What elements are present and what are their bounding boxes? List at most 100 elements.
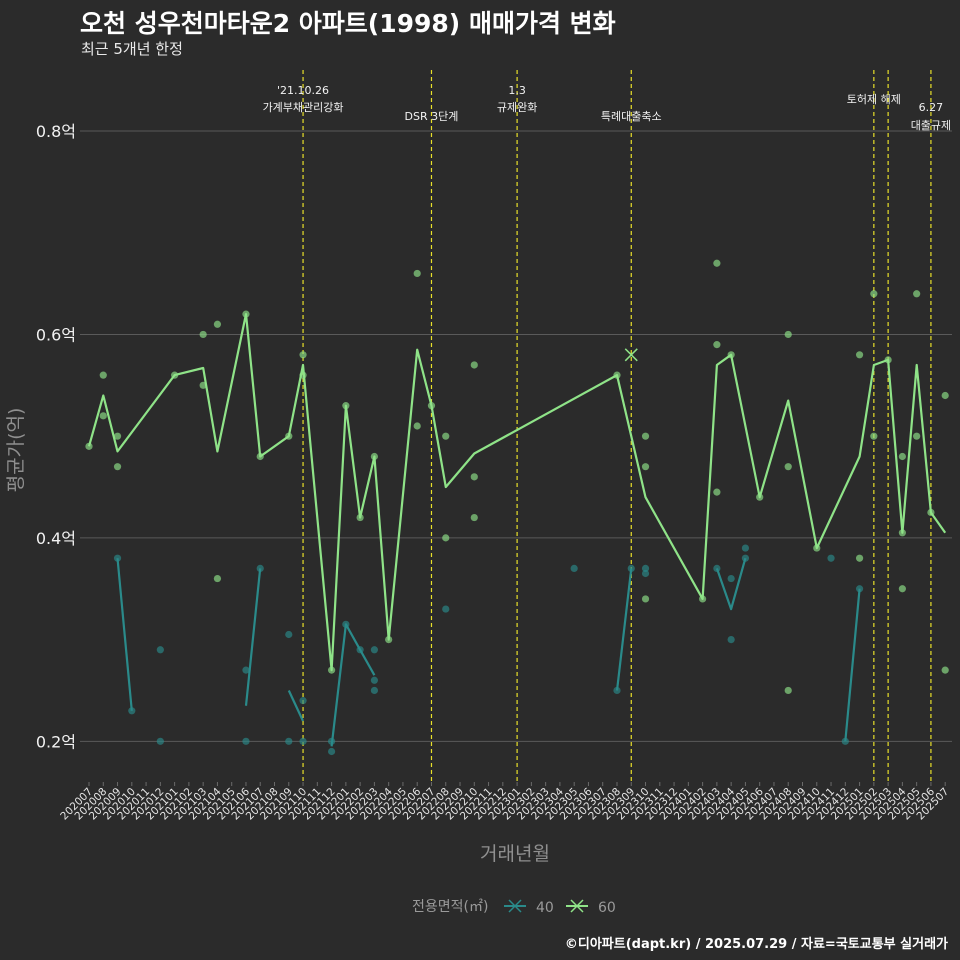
- data-point-60: [613, 371, 621, 379]
- data-point-60: [470, 361, 478, 369]
- data-point-60: [99, 412, 107, 420]
- chart-subtitle: 최근 5개년 한정: [81, 40, 183, 58]
- data-point-60: [913, 290, 921, 298]
- data-point-60: [199, 330, 207, 339]
- data-point-40: [741, 554, 750, 562]
- data-point-40: [727, 574, 735, 583]
- legend-marker-40: [508, 899, 522, 913]
- data-point-40: [299, 737, 307, 745]
- data-point-40: [841, 737, 849, 745]
- event-label: 1.3: [508, 84, 526, 97]
- y-axis-title: 평균가(억): [5, 408, 27, 493]
- data-point-40: [285, 737, 293, 745]
- data-point-60: [199, 381, 207, 389]
- data-point-60: [855, 351, 864, 359]
- legend-label-40: 40: [536, 900, 554, 916]
- data-point-60: [370, 452, 378, 461]
- data-point-40: [242, 737, 250, 745]
- event-label: 규제완화: [497, 101, 537, 114]
- data-point-40: [299, 697, 307, 705]
- data-point-40: [256, 564, 264, 573]
- series-line-40: [116, 558, 133, 711]
- data-point-40: [327, 737, 336, 745]
- cross-marker: [624, 348, 638, 362]
- data-point-60: [641, 595, 650, 603]
- data-point-60: [870, 432, 878, 440]
- data-point-60: [913, 432, 921, 440]
- data-point-60: [470, 513, 478, 522]
- series-line-60: [87, 313, 947, 672]
- source-caption: ©디아파트(dapt.kr) / 2025.07.29 / 자료=국토교통부 실…: [564, 937, 948, 952]
- data-point-60: [113, 432, 122, 440]
- data-point-40: [370, 676, 378, 684]
- series-line-40: [715, 557, 747, 611]
- y-axis: 0.2억 0.4억 0.6억 0.8억: [36, 122, 76, 751]
- data-point-60: [356, 513, 364, 522]
- legend-label-60: 60: [598, 900, 616, 916]
- legend-marker-60: [570, 899, 584, 913]
- data-point-60: [85, 442, 93, 450]
- data-point-60: [713, 341, 721, 349]
- data-point-60: [256, 452, 264, 461]
- data-point-60: [413, 269, 421, 278]
- data-point-40: [641, 569, 650, 578]
- data-point-60: [898, 529, 906, 537]
- data-point-40: [242, 666, 250, 674]
- y-tick-label: 0.6억: [36, 325, 76, 344]
- data-point-60: [299, 371, 307, 379]
- data-point-60: [813, 544, 821, 552]
- event-label: 특례대출축소: [601, 110, 662, 123]
- data-point-60: [470, 473, 478, 481]
- data-point-40: [285, 630, 293, 639]
- data-point-60: [285, 432, 293, 440]
- y-tick-label: 0.4억: [36, 529, 76, 548]
- data-point-60: [327, 666, 336, 674]
- data-point-40: [627, 564, 635, 573]
- event-label: 토허제 해제: [847, 92, 901, 106]
- data-point-40: [827, 554, 835, 562]
- event-label: DSR 3단계: [405, 110, 459, 123]
- data-point-60: [442, 534, 450, 542]
- data-point-60: [884, 356, 892, 364]
- data-point-60: [427, 402, 436, 410]
- data-point-60: [242, 310, 250, 318]
- data-point-40: [713, 564, 721, 573]
- event-label: 대출규제: [911, 119, 951, 132]
- data-point-40: [727, 636, 735, 644]
- data-point-60: [213, 574, 222, 583]
- series-lines: [87, 313, 947, 747]
- data-point-40: [855, 585, 864, 593]
- data-point-40: [641, 564, 650, 573]
- data-point-60: [342, 402, 350, 410]
- data-point-40: [156, 737, 164, 745]
- chart-title: 오천 성우천마타운2 아파트(1998) 매매가격 변화: [80, 9, 616, 38]
- series-points: [85, 259, 949, 756]
- legend-title: 전용면적(㎡): [412, 899, 488, 915]
- event-label: '21.10.26: [277, 84, 329, 97]
- data-point-60: [713, 488, 721, 496]
- data-point-60: [699, 595, 707, 603]
- data-point-40: [113, 554, 122, 562]
- legend: 전용면적(㎡) 40 60: [412, 899, 616, 916]
- data-point-60: [941, 666, 949, 674]
- data-point-40: [442, 605, 450, 613]
- data-point-60: [898, 585, 906, 593]
- data-point-60: [213, 320, 222, 328]
- data-point-60: [784, 330, 792, 339]
- data-point-40: [156, 646, 164, 654]
- data-point-40: [570, 564, 578, 573]
- data-point-60: [442, 432, 450, 440]
- data-point-60: [927, 508, 935, 517]
- x-axis-title: 거래년월: [480, 843, 550, 865]
- data-point-60: [99, 371, 107, 379]
- series-line-40: [330, 623, 376, 747]
- data-point-60: [941, 391, 949, 400]
- event-label: 6.27: [919, 101, 944, 114]
- grid-lines: [80, 130, 952, 742]
- data-point-60: [784, 463, 792, 471]
- data-point-60: [299, 351, 307, 359]
- data-point-40: [741, 544, 750, 552]
- data-point-40: [613, 686, 621, 695]
- data-point-40: [356, 646, 364, 654]
